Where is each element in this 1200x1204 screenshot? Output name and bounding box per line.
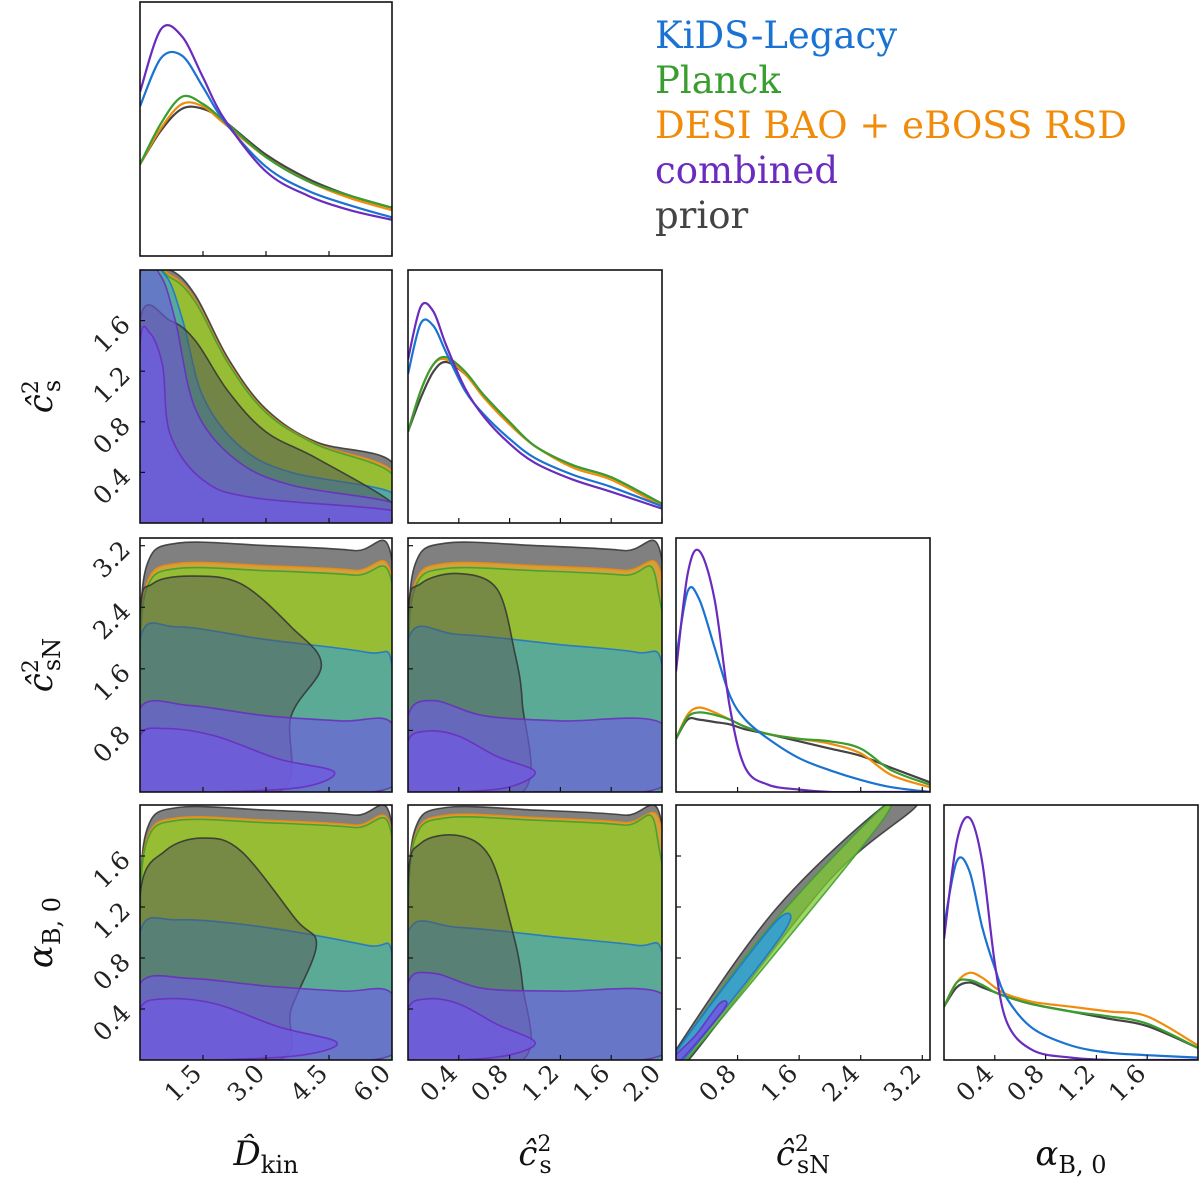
x-tick-label: 1.6 (755, 1059, 804, 1108)
x-axis-label-Dkin: D̂kin (233, 1133, 299, 1179)
x-tick-label: 1.6 (1103, 1059, 1152, 1108)
panel-plot-area (408, 301, 662, 510)
y-tick-label: 2.4 (87, 597, 136, 646)
marginal-line-desi-bao-eboss-rsd (676, 706, 930, 789)
panel-plot-area (676, 805, 919, 1060)
legend-item-planck: Planck (655, 59, 781, 102)
panel-2-0 (139, 537, 393, 793)
panel-plot-area (408, 539, 662, 792)
panel-1-1 (407, 269, 663, 524)
x-axis-label-csN2: ĉ2 sN (776, 1132, 830, 1179)
marginal-line-kids-legacy (676, 586, 930, 792)
marginal-line-planck (408, 355, 662, 505)
y-tick-label: 1.2 (87, 361, 136, 410)
y-tick-label: 1.6 (87, 845, 136, 894)
x-tick-label: 3.0 (222, 1059, 271, 1108)
marginal-line-prior (676, 716, 930, 784)
marginal-line-kids-legacy (408, 318, 662, 508)
marginal-line-combined (408, 301, 662, 510)
panel-plot-area (140, 539, 392, 792)
contour-combined-level-1 (676, 1000, 728, 1060)
panel-frame (407, 804, 663, 1061)
panel-frame (407, 537, 663, 793)
panel-0-0 (139, 1, 393, 257)
legend-item-combined: combined (655, 149, 838, 192)
panel-frame (943, 804, 1199, 1061)
marginal-line-combined (140, 24, 392, 221)
marginal-line-kids-legacy (944, 856, 1198, 1059)
x-tick-label: 1.2 (1052, 1059, 1101, 1108)
panel-frame (675, 537, 931, 793)
y-axis-label-alphaB0: αB, 0 (21, 897, 66, 968)
marginal-line-combined (676, 548, 930, 792)
y-tick-label: 1.6 (87, 658, 136, 707)
panel-plot-area (140, 24, 392, 221)
panel-frame (407, 269, 663, 524)
panel-1-0 (139, 269, 393, 524)
y-tick-label: 3.2 (87, 535, 136, 584)
panel-plot-area (140, 270, 392, 523)
x-tick-label: 1.5 (159, 1059, 208, 1108)
panel-3-3 (943, 804, 1199, 1061)
marginal-line-planck (944, 978, 1198, 1049)
panel-plot-area (944, 815, 1198, 1060)
x-tick-label: 0.8 (465, 1059, 514, 1108)
y-axis-label-csN2: ĉ2sN (19, 638, 66, 692)
x-tick-label: 6.0 (348, 1059, 397, 1108)
panel-plot-area (676, 548, 930, 792)
marginal-line-prior (944, 981, 1198, 1049)
panel-2-2 (675, 537, 931, 793)
x-tick-label: 2.4 (816, 1059, 865, 1108)
y-tick-label: 1.6 (87, 310, 136, 359)
panel-2-1 (407, 537, 663, 793)
panel-frame (675, 804, 931, 1061)
y-tick-label: 0.4 (87, 462, 136, 511)
legend-item-desi-bao-eboss-rsd: DESI BAO + eBOSS RSD (655, 104, 1127, 147)
marginal-line-desi-bao-eboss-rsd (944, 971, 1198, 1047)
x-tick-label: 4.5 (285, 1059, 334, 1108)
y-tick-label: 0.8 (87, 720, 136, 769)
x-tick-label: 1.6 (567, 1059, 616, 1108)
x-axis-label-cs2: ĉ2 s (518, 1132, 551, 1179)
y-tick-label: 0.8 (87, 411, 136, 460)
x-tick-label: 0.4 (950, 1059, 999, 1108)
legend-item-prior: prior (655, 194, 748, 237)
x-tick-label: 3.2 (878, 1059, 927, 1108)
panel-3-2 (675, 804, 931, 1061)
x-tick-label: 0.4 (414, 1059, 463, 1108)
y-tick-label: 0.8 (87, 947, 136, 996)
panel-plot-area (408, 805, 662, 1060)
contour-combined-level-1 (408, 997, 536, 1060)
marginal-line-desi-bao-eboss-rsd (140, 101, 392, 212)
panel-3-1 (407, 804, 663, 1061)
x-axis-label-alphaB0: αB, 0 (1035, 1134, 1106, 1179)
panel-3-0 (139, 804, 393, 1061)
marginal-line-combined (944, 815, 1198, 1060)
y-axis-label-cs2: ĉ2s (19, 380, 66, 413)
x-tick-label: 2.0 (618, 1059, 667, 1108)
x-tick-label: 0.8 (1001, 1059, 1050, 1108)
marginal-line-planck (676, 711, 930, 786)
x-tick-label: 0.8 (693, 1059, 742, 1108)
x-tick-label: 1.2 (516, 1059, 565, 1108)
panel-plot-area (140, 805, 392, 1060)
y-tick-label: 0.4 (87, 998, 136, 1047)
y-tick-label: 1.2 (87, 896, 136, 945)
marginal-line-kids-legacy (140, 50, 392, 219)
legend-item-kids-legacy: KiDS-Legacy (655, 14, 897, 57)
panel-frame (139, 1, 393, 257)
